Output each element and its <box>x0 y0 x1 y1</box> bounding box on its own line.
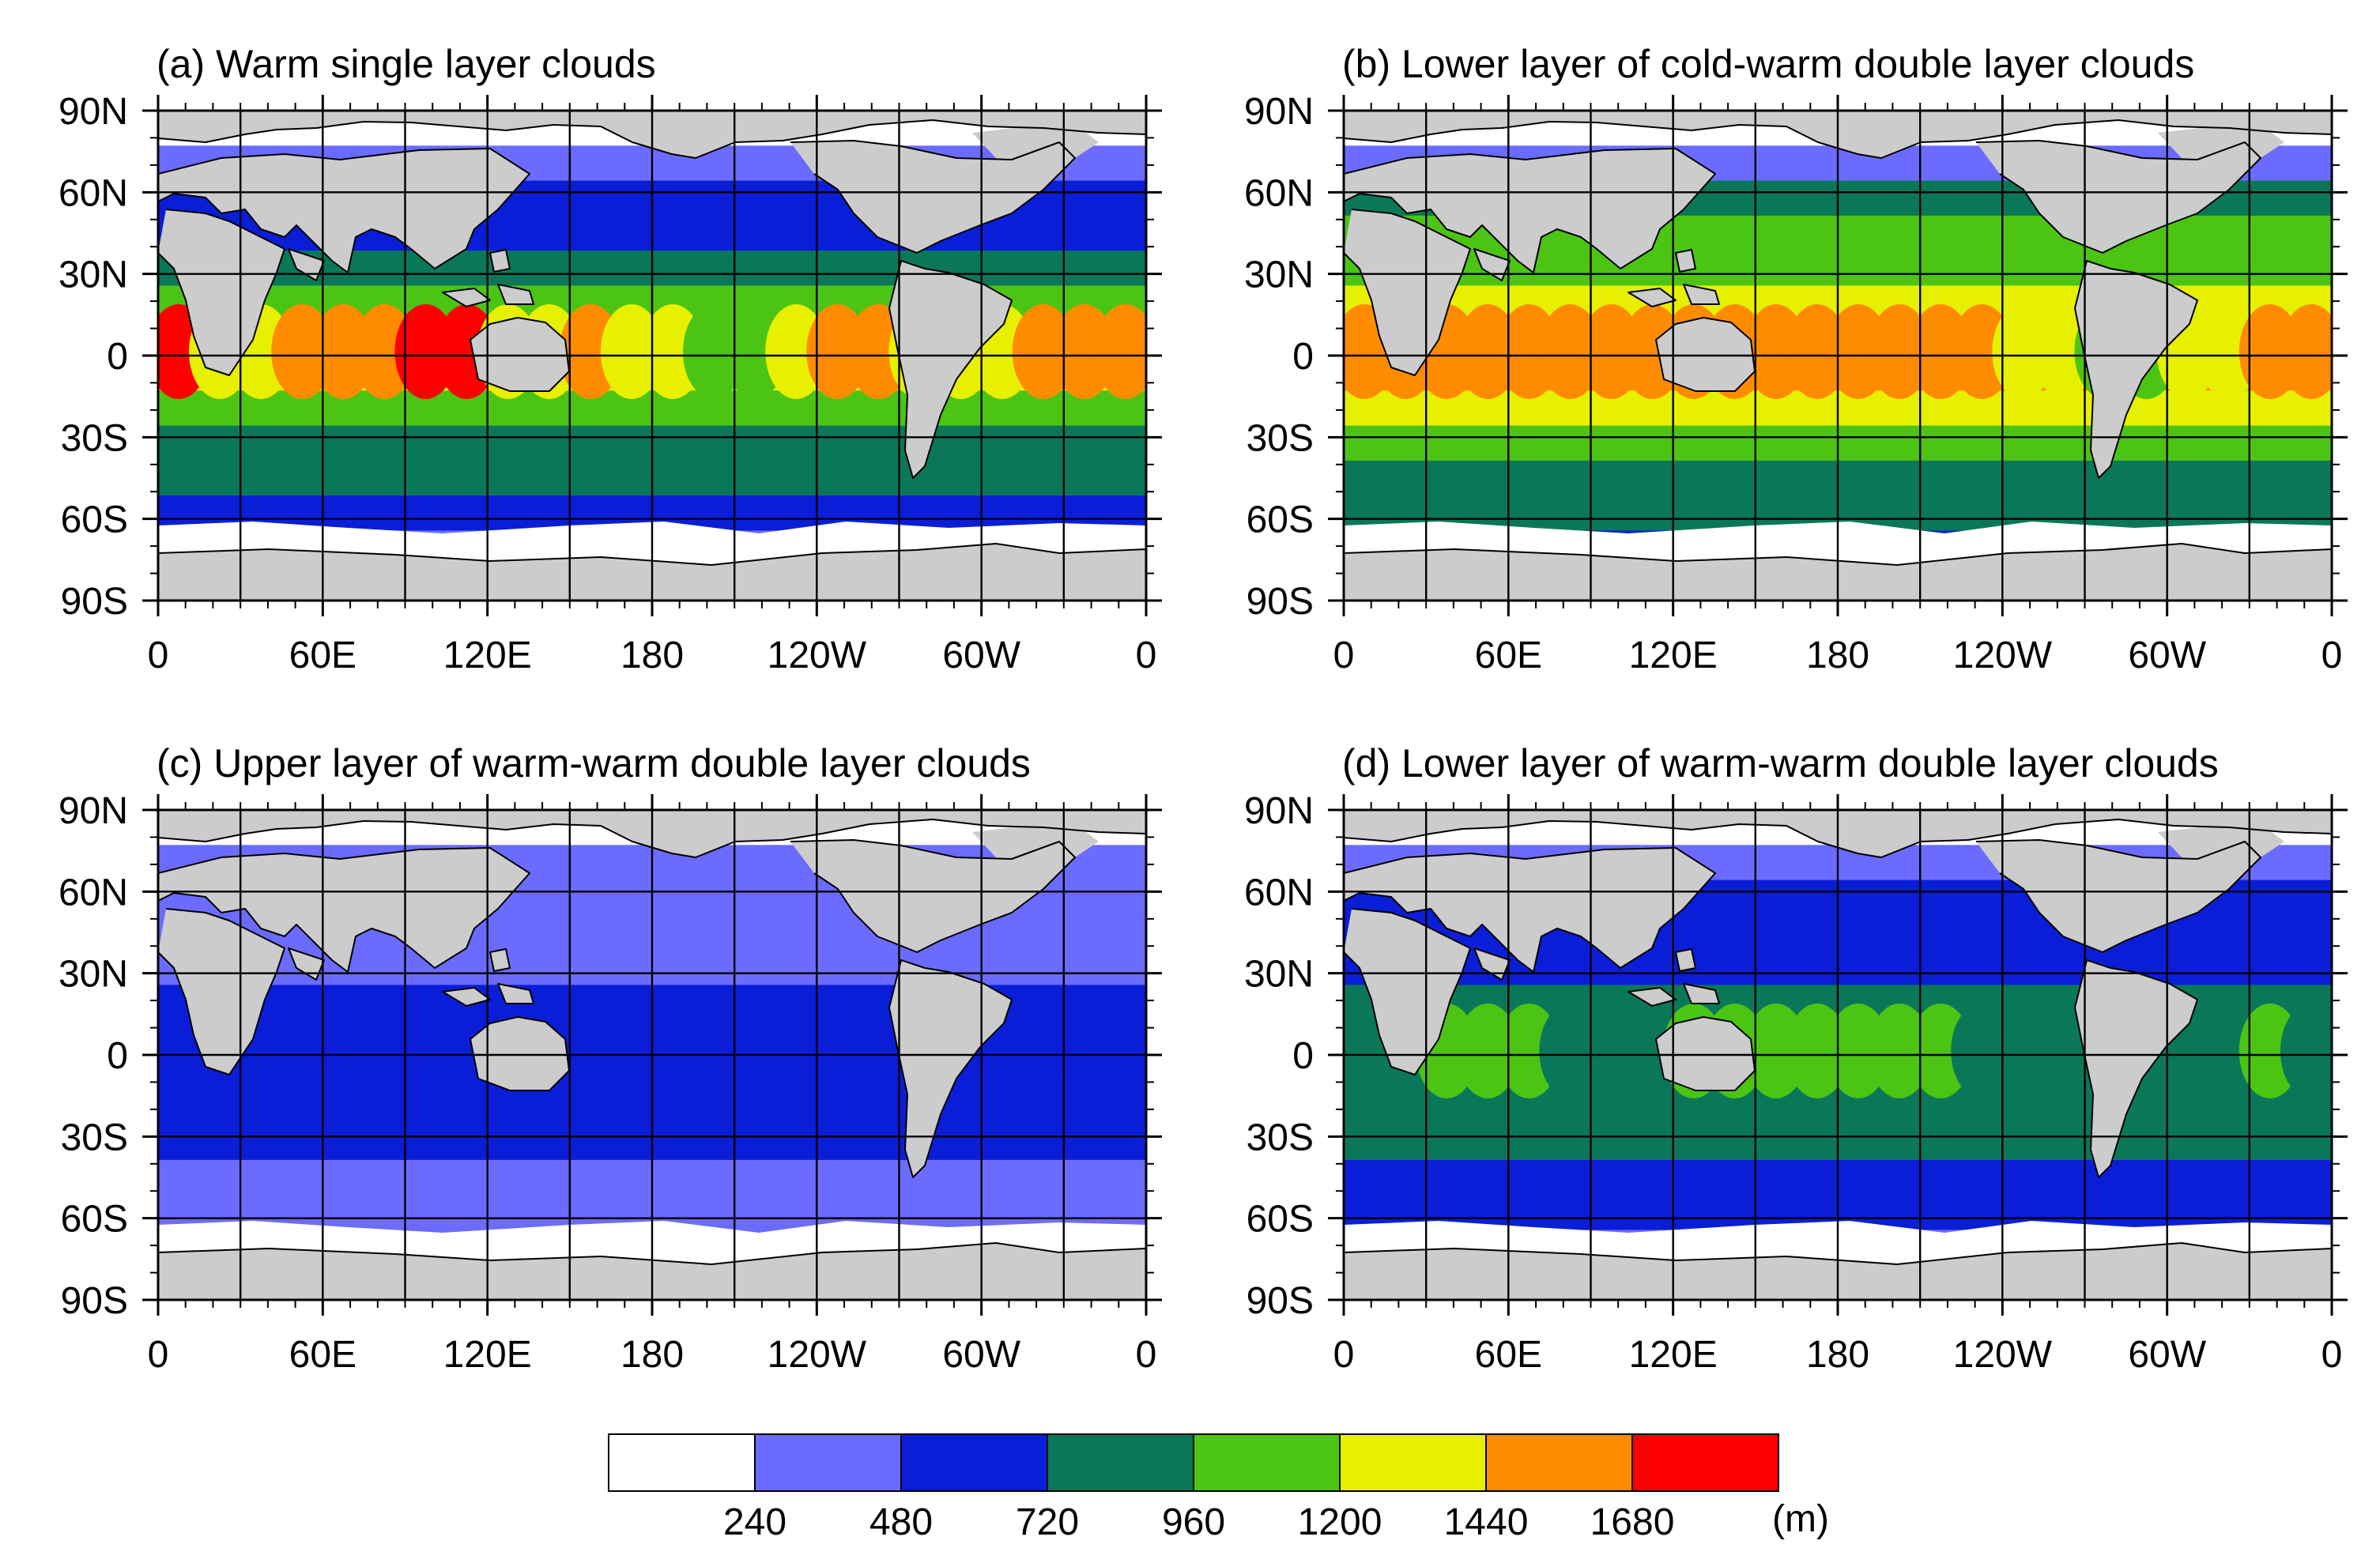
lon-tick-label: 60W <box>942 635 1020 676</box>
colorbar-label: 240 <box>723 1501 786 1543</box>
lat-tick-label: 90N <box>1244 91 1314 133</box>
lon-tick-label: 0 <box>1333 1334 1355 1376</box>
lat-tick-label: 60S <box>61 1199 128 1241</box>
equatorial-cell <box>2280 1004 2332 1098</box>
lat-tick-label: 90S <box>1247 1280 1314 1322</box>
lat-tick-label: 90N <box>1244 790 1314 832</box>
lon-tick-label: 120E <box>443 635 532 676</box>
lon-tick-label: 60E <box>1475 635 1542 676</box>
lon-tick-label: 60W <box>2128 1334 2206 1376</box>
lat-tick-label: 30N <box>58 254 128 296</box>
lon-tick-label: 60W <box>942 1334 1020 1376</box>
lon-tick-label: 0 <box>148 1334 169 1376</box>
lon-tick-label: 120E <box>1629 635 1718 676</box>
lat-tick-label: 60S <box>1247 499 1314 541</box>
colorbar-label: 1200 <box>1298 1501 1382 1543</box>
lon-tick-label: 180 <box>620 635 684 676</box>
lon-tick-label: 0 <box>1136 1334 1157 1376</box>
lat-tick-label: 30S <box>1247 1117 1314 1158</box>
colorbar-swatch <box>1485 1433 1633 1492</box>
lon-tick-label: 120E <box>1629 1334 1718 1376</box>
lat-tick-label: 30S <box>1247 417 1314 459</box>
map-panel-d: 0 60E 120E 180 120W 60W 0 90N 60N 30N 0 30S 60S 90S (d… <box>1244 741 2348 1376</box>
map-panel-a: 0 60E 120E 180 120W 60W 0 90N 60N 30N 0 30S 60S 90S (a… <box>58 42 1162 676</box>
lon-tick-label: 120W <box>1953 1334 2053 1376</box>
lon-tick-label: 60E <box>289 635 356 676</box>
lat-tick-label: 60N <box>58 872 128 913</box>
lon-tick-label: 120E <box>443 1334 532 1376</box>
lon-tick-label: 60E <box>289 1334 356 1376</box>
lat-tick-label: 90S <box>1247 581 1314 623</box>
colorbar-swatch <box>1193 1433 1341 1492</box>
colorbar-label: 720 <box>1016 1501 1079 1543</box>
lat-tick-label: 30N <box>1244 254 1314 296</box>
equatorial-cell <box>1094 1004 1146 1098</box>
lon-tick-label: 120W <box>768 635 867 676</box>
map-panel-c: 0 60E 120E 180 120W 60W 0 90N 60N 30N 0 30S 60S 90S (c… <box>58 741 1162 1376</box>
colorbar-swatch <box>754 1433 902 1492</box>
lat-tick-label: 90S <box>61 581 128 623</box>
lat-tick-label: 60S <box>1247 1199 1314 1241</box>
lat-tick-label: 60N <box>1244 172 1314 214</box>
lat-tick-label: 60N <box>1244 872 1314 913</box>
lat-tick-label: 0 <box>107 336 128 378</box>
lat-tick-label: 90N <box>58 790 128 832</box>
lat-tick-label: 90S <box>61 1280 128 1322</box>
lat-tick-label: 0 <box>107 1035 128 1077</box>
colorbar-swatch <box>608 1433 756 1492</box>
lon-tick-label: 60E <box>1475 1334 1542 1376</box>
lon-tick-label: 0 <box>1136 635 1157 676</box>
lon-tick-label: 120W <box>1953 635 2053 676</box>
colorbar-label: 1680 <box>1590 1501 1675 1543</box>
colorbar: 240 480 720 960 1200 1440 1680 (m) <box>608 1433 1829 1543</box>
lon-tick-label: 0 <box>1333 635 1355 676</box>
panel-title: (c) Upper layer of warm-warm double laye… <box>157 741 1031 785</box>
lat-tick-label: 30N <box>58 954 128 996</box>
panel-title: (b) Lower layer of cold-warm double laye… <box>1342 42 2194 86</box>
lat-tick-label: 0 <box>1292 1035 1314 1077</box>
equatorial-cell <box>1094 304 1146 399</box>
panel-title: (d) Lower layer of warm-warm double laye… <box>1342 741 2219 785</box>
lon-tick-label: 0 <box>2322 635 2343 676</box>
map-panel-b: 0 60E 120E 180 120W 60W 0 90N 60N 30N 0 30S 60S 90S (b… <box>1244 42 2348 676</box>
lat-tick-label: 90N <box>58 91 128 133</box>
colorbar-swatch <box>1339 1433 1487 1492</box>
colorbar-unit: (m) <box>1772 1498 1829 1540</box>
lon-tick-label: 180 <box>1806 635 1869 676</box>
lat-tick-label: 0 <box>1292 336 1314 378</box>
lon-tick-label: 180 <box>620 1334 684 1376</box>
colorbar-swatch <box>1631 1433 1779 1492</box>
lon-tick-label: 60W <box>2128 635 2206 676</box>
lat-tick-label: 30S <box>61 417 128 459</box>
colorbar-label: 480 <box>869 1501 933 1543</box>
colorbar-swatch <box>900 1433 1048 1492</box>
lat-tick-label: 60N <box>58 172 128 214</box>
lon-tick-label: 180 <box>1806 1334 1869 1376</box>
lat-tick-label: 30N <box>1244 954 1314 996</box>
equatorial-cell <box>2280 304 2332 399</box>
lat-tick-label: 30S <box>61 1117 128 1158</box>
colorbar-label: 960 <box>1162 1501 1225 1543</box>
colorbar-label: 1440 <box>1444 1501 1529 1543</box>
panel-title: (a) Warm single layer clouds <box>157 42 656 86</box>
lon-tick-label: 0 <box>2322 1334 2343 1376</box>
lat-tick-label: 60S <box>61 499 128 541</box>
lon-tick-label: 120W <box>768 1334 867 1376</box>
colorbar-swatch <box>1047 1433 1194 1492</box>
lon-tick-label: 0 <box>148 635 169 676</box>
